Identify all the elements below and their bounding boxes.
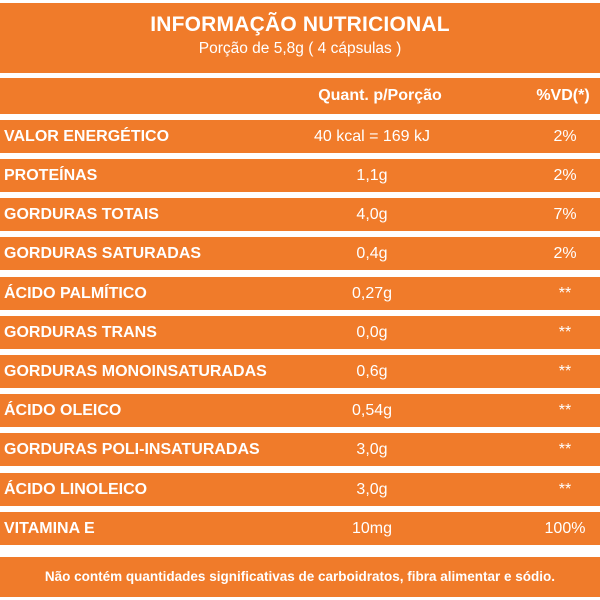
nutrient-quantity: 0,6g — [356, 363, 388, 380]
table-row: ÁCIDO LINOLEICO 3,0g ** — [0, 473, 600, 506]
nutrient-name: GORDURAS POLI-INSATURADAS — [4, 441, 260, 458]
table-row: VALOR ENERGÉTICO 40 kcal = 169 kJ 2% — [0, 120, 600, 153]
nutrient-quantity: 0,54g — [351, 402, 393, 419]
nutrient-daily-value: ** — [558, 363, 572, 380]
table-row: GORDURAS SATURADAS 0,4g 2% — [0, 237, 600, 270]
nutrient-daily-value: ** — [558, 441, 572, 458]
table-row: PROTEÍNAS 1,1g 2% — [0, 159, 600, 192]
nutrient-name: GORDURAS TRANS — [4, 324, 157, 341]
nutrient-quantity: 4,0g — [356, 206, 388, 223]
nutrient-quantity: 0,0g — [356, 324, 388, 341]
column-header-row: Quant. p/Porção %VD(*) — [0, 78, 600, 114]
nutrient-name: GORDURAS TOTAIS — [4, 206, 159, 223]
nutrient-quantity: 0,27g — [351, 285, 393, 302]
nutrient-quantity: 0,4g — [356, 245, 388, 262]
label-title: INFORMAÇÃO NUTRICIONAL — [150, 13, 450, 36]
column-header-quantity: Quant. p/Porção — [318, 87, 442, 104]
nutrient-daily-value: 2% — [553, 167, 577, 184]
footnote-text: Não contém quantidades significativas de… — [44, 569, 556, 584]
nutrient-quantity: 3,0g — [356, 441, 388, 458]
nutrient-daily-value: ** — [558, 324, 572, 341]
table-row: GORDURAS POLI-INSATURADAS 3,0g ** — [0, 433, 600, 466]
footnote-band: Não contém quantidades significativas de… — [0, 557, 600, 597]
nutrient-name: ÁCIDO PALMÍTICO — [4, 285, 147, 302]
column-header-daily-value: %VD(*) — [536, 87, 590, 104]
table-row: GORDURAS TRANS 0,0g ** — [0, 316, 600, 349]
nutrient-daily-value: ** — [558, 402, 572, 419]
table-row: VITAMINA E 10mg 100% — [0, 512, 600, 545]
nutrient-name: VALOR ENERGÉTICO — [4, 128, 170, 145]
nutrient-name: ÁCIDO LINOLEICO — [4, 481, 148, 498]
nutrient-daily-value: 2% — [553, 128, 577, 145]
table-row: GORDURAS MONOINSATURADAS 0,6g ** — [0, 355, 600, 388]
nutrient-daily-value: ** — [558, 481, 572, 498]
table-row: ÁCIDO PALMÍTICO 0,27g ** — [0, 277, 600, 310]
table-row: ÁCIDO OLEICO 0,54g ** — [0, 394, 600, 427]
table-row: GORDURAS TOTAIS 4,0g 7% — [0, 198, 600, 231]
nutrient-name: ÁCIDO OLEICO — [4, 402, 122, 419]
nutrient-name: GORDURAS MONOINSATURADAS — [4, 363, 267, 380]
nutrient-quantity: 40 kcal = 169 kJ — [313, 128, 431, 145]
nutrient-daily-value: ** — [558, 285, 572, 302]
nutrient-quantity: 3,0g — [356, 481, 388, 498]
nutrient-name: GORDURAS SATURADAS — [4, 245, 202, 262]
label-header: INFORMAÇÃO NUTRICIONAL Porção de 5,8g ( … — [0, 3, 600, 73]
nutrient-quantity: 1,1g — [356, 167, 388, 184]
portion-size: Porção de 5,8g ( 4 cápsulas ) — [198, 40, 402, 57]
nutrient-daily-value: 7% — [553, 206, 577, 223]
nutrient-daily-value: 2% — [553, 245, 577, 262]
nutrient-name: VITAMINA E — [4, 520, 95, 537]
nutrient-name: PROTEÍNAS — [4, 167, 98, 184]
nutrient-daily-value: 100% — [544, 520, 586, 537]
nutrient-quantity: 10mg — [351, 520, 393, 537]
